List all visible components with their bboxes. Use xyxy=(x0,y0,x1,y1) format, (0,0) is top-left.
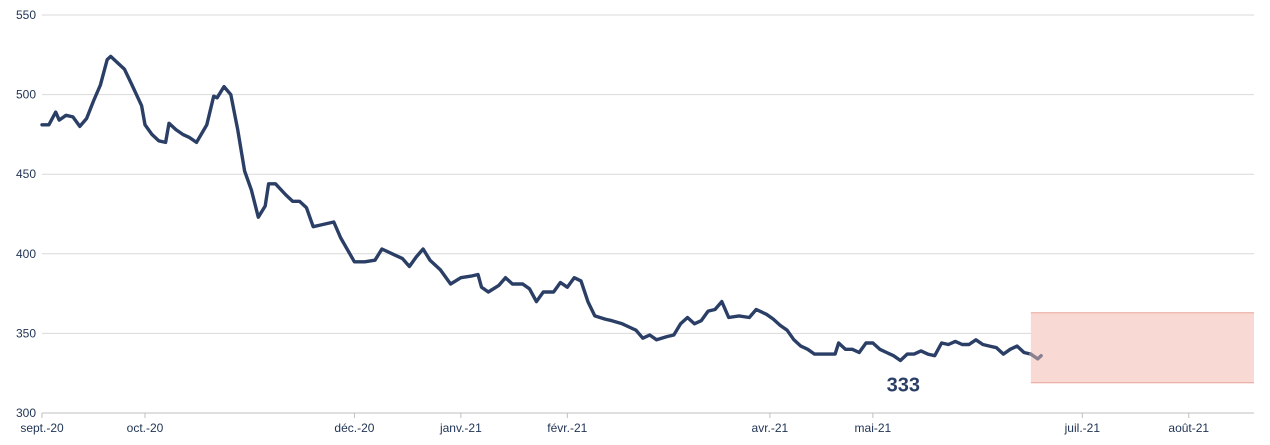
series-line-history xyxy=(40,54,1033,363)
series-line-forecast xyxy=(1029,352,1043,361)
x-tick-label: oct.-20 xyxy=(127,421,164,435)
annotations: 333 xyxy=(887,374,920,396)
grid-lines xyxy=(42,14,1254,334)
series-layer xyxy=(40,54,1043,363)
x-tick-label: avr.-21 xyxy=(752,421,789,435)
forecast-band-layer xyxy=(1030,312,1254,384)
x-tick-label: sept.-20 xyxy=(20,421,64,435)
x-tick-label: août-21 xyxy=(1168,421,1209,435)
x-tick-label: mai-21 xyxy=(855,421,892,435)
x-tick-label: janv.-21 xyxy=(439,421,482,435)
x-axis xyxy=(41,412,1254,418)
x-tick-label: févr.-21 xyxy=(547,421,587,435)
y-tick-label: 350 xyxy=(16,326,36,340)
y-tick-label: 500 xyxy=(16,88,36,102)
x-tick-label: juil.-21 xyxy=(1064,421,1101,435)
annotation-label: 333 xyxy=(887,374,920,396)
x-tick-labels: sept.-20 oct.-20 déc.-20 janv.-21 févr.-21 av… xyxy=(20,421,1209,435)
y-tick-label: 300 xyxy=(16,406,36,420)
y-tick-label: 550 xyxy=(16,8,36,22)
x-tick-label: déc.-20 xyxy=(334,421,374,435)
y-tick-label: 450 xyxy=(16,167,36,181)
y-tick-label: 400 xyxy=(16,247,36,261)
forecast-band xyxy=(1030,312,1254,383)
y-tick-labels: 300 350 400 450 500 550 xyxy=(16,8,36,420)
